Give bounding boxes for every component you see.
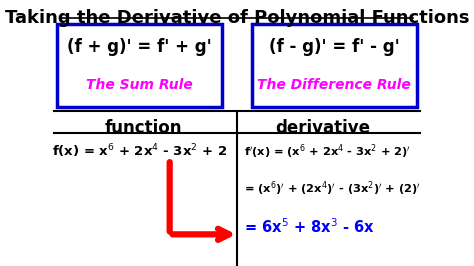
- Text: f$'$(x) = (x$^6$ + 2x$^4$ - 3x$^2$ + 2)$'$: f$'$(x) = (x$^6$ + 2x$^4$ - 3x$^2$ + 2)$…: [245, 142, 411, 161]
- Text: derivative: derivative: [275, 119, 371, 136]
- Bar: [252, 24, 417, 107]
- Bar: [57, 24, 222, 107]
- Text: The Sum Rule: The Sum Rule: [86, 78, 193, 92]
- Text: = 6x$^5$ + 8x$^3$ - 6x: = 6x$^5$ + 8x$^3$ - 6x: [245, 217, 375, 236]
- Text: (f + g)' = f' + g': (f + g)' = f' + g': [67, 38, 212, 56]
- Text: f(x) = x$^6$ + 2x$^4$ - 3x$^2$ + 2: f(x) = x$^6$ + 2x$^4$ - 3x$^2$ + 2: [52, 142, 228, 160]
- Text: (f - g)' = f' - g': (f - g)' = f' - g': [269, 38, 400, 56]
- Text: Taking the Derivative of Polynomial Functions: Taking the Derivative of Polynomial Func…: [5, 9, 469, 27]
- Text: function: function: [105, 119, 182, 136]
- Text: = (x$^6$)$'$ + (2x$^4$)$'$ - (3x$^2$)$'$ + (2)$'$: = (x$^6$)$'$ + (2x$^4$)$'$ - (3x$^2$)$'$…: [245, 179, 421, 198]
- Text: The Difference Rule: The Difference Rule: [257, 78, 411, 92]
